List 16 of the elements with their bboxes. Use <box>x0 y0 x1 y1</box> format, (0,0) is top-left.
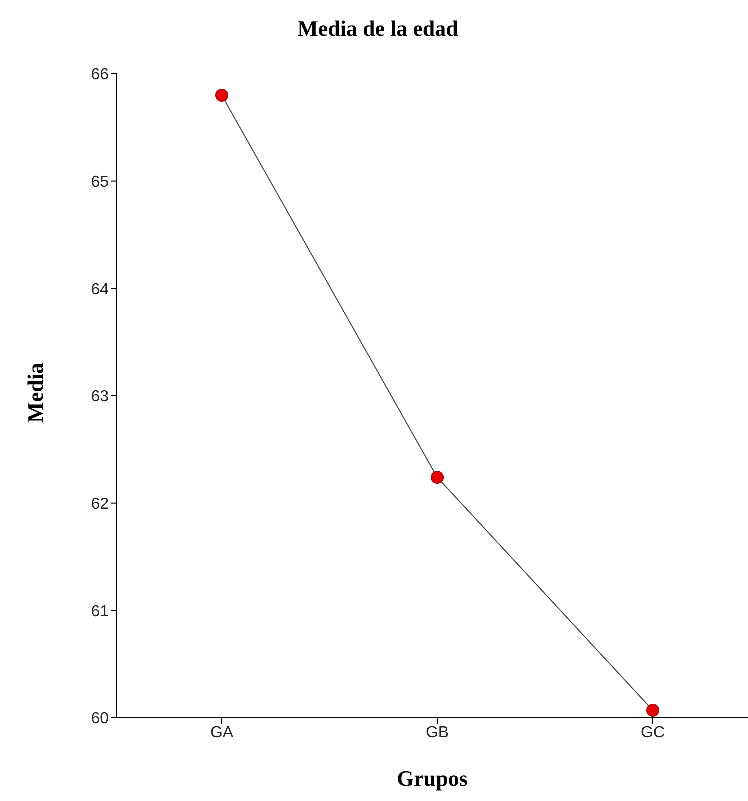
y-tick-label: 65 <box>91 174 110 192</box>
x-tick-label: GC <box>641 724 665 742</box>
x-tick-label: GA <box>210 724 234 742</box>
y-tick-label: 60 <box>91 710 110 728</box>
point <box>431 471 444 484</box>
chart-title: Media de la edad <box>296 16 460 42</box>
point <box>646 704 660 717</box>
y-tick-label: 66 <box>91 66 110 84</box>
point <box>216 88 228 102</box>
x-axis-title: Grupos <box>396 766 469 792</box>
x-tick-label: GB <box>426 724 450 742</box>
y-tick-label: 63 <box>91 388 110 406</box>
y-tick-label: 62 <box>91 496 110 514</box>
y-tick-label: 61 <box>91 603 110 620</box>
y-axis-title: Media <box>23 363 49 423</box>
y-tick-label: 64 <box>91 281 110 298</box>
